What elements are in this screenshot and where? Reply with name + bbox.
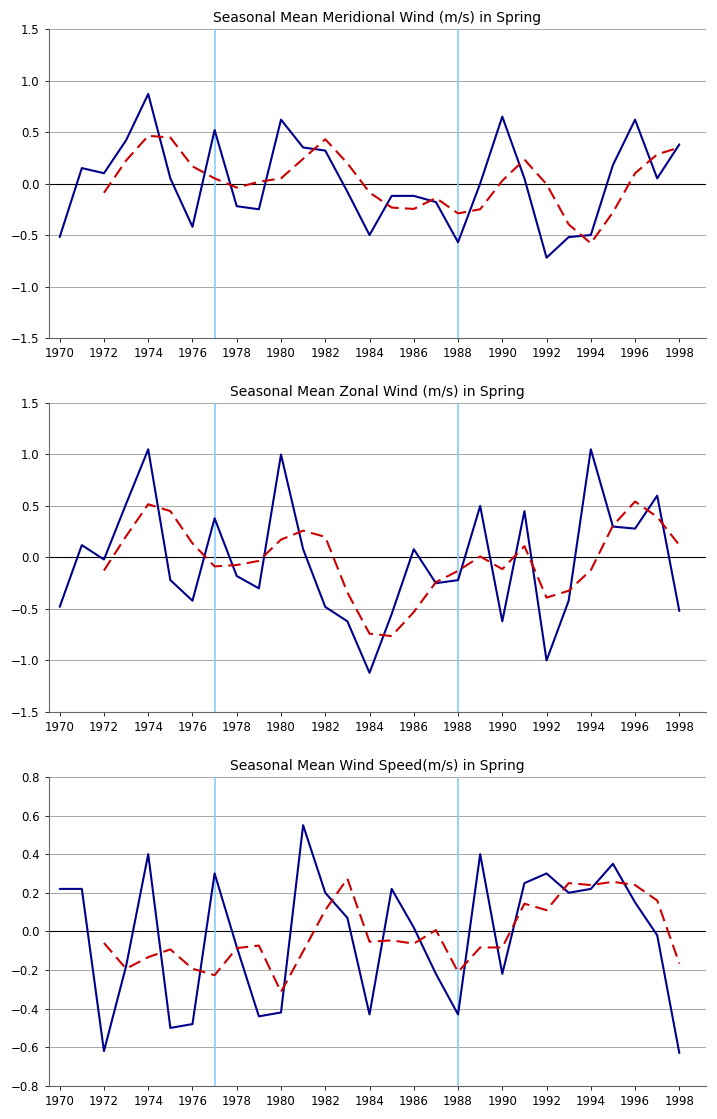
Title: Seasonal Mean Meridional Wind (m/s) in Spring: Seasonal Mean Meridional Wind (m/s) in S… bbox=[213, 11, 541, 25]
Title: Seasonal Mean Wind Speed(m/s) in Spring: Seasonal Mean Wind Speed(m/s) in Spring bbox=[230, 759, 525, 773]
Title: Seasonal Mean Zonal Wind (m/s) in Spring: Seasonal Mean Zonal Wind (m/s) in Spring bbox=[230, 385, 525, 399]
